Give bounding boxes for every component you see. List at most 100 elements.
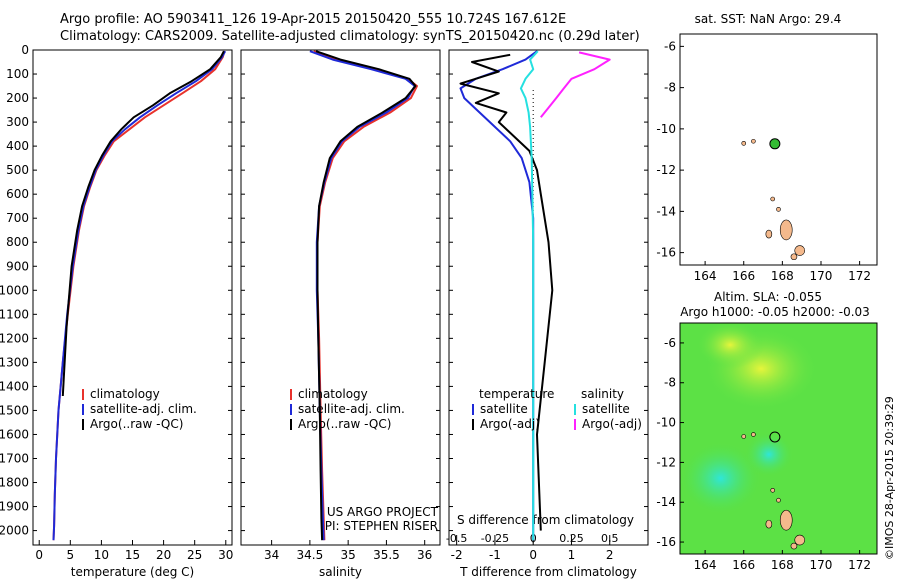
y-tick-label: -6 — [664, 39, 676, 53]
y-tick-label: 1200 — [0, 331, 29, 345]
x-tick-label: 170 — [810, 269, 833, 283]
x-tick-label: 164 — [694, 269, 717, 283]
float-marker — [769, 431, 781, 443]
island-shape — [751, 138, 756, 144]
series-line — [540, 51, 611, 118]
figure-title-line1: Argo profile: AO 5903411_126 19-Apr-2015… — [60, 12, 567, 27]
island-shape — [765, 229, 773, 239]
credit-project: US ARGO PROJECT — [327, 505, 439, 519]
island-shape — [794, 245, 806, 256]
y-tick-label: 1800 — [0, 476, 29, 490]
x-tick-label: 1 — [568, 548, 576, 562]
y-tick-label: 200 — [6, 91, 29, 105]
legend-title-salinity: salinity — [581, 387, 624, 401]
credit-pi: PI: STEPHEN RISER — [325, 519, 438, 533]
y-tick-label: 1900 — [0, 500, 29, 514]
island-shape — [741, 434, 747, 439]
x-tick-label: 172 — [848, 558, 871, 572]
island-shape — [741, 141, 747, 146]
island-shape — [790, 542, 798, 550]
y-tick-label: 800 — [6, 235, 29, 249]
top-axis-label: S difference from climatology — [457, 513, 634, 527]
x-tick-label: 5 — [66, 548, 74, 562]
y-tick-label: 1300 — [0, 355, 29, 369]
y-tick-label: 900 — [6, 259, 29, 273]
legend-entry: Argo(..raw -QC) — [298, 417, 391, 431]
y-tick-label: 1500 — [0, 403, 29, 417]
x-tick-label: 0 — [529, 548, 537, 562]
x-tick-label: 166 — [732, 269, 755, 283]
x-tick-label: 166 — [732, 558, 755, 572]
y-tick-label: 1100 — [0, 307, 29, 321]
series-line — [52, 50, 226, 541]
series-line — [519, 50, 539, 541]
panel-frame — [240, 49, 441, 546]
y-tick-label: 0 — [21, 43, 29, 57]
top-tick-label: 0.5 — [601, 532, 619, 545]
x-tick-label: 170 — [810, 558, 833, 572]
y-tick-label: -14 — [656, 204, 676, 218]
island-shape — [776, 497, 781, 503]
legend-entry: Argo(-adj) — [582, 417, 642, 431]
legend-title-temperature: temperature — [479, 387, 554, 401]
credit-stamp: ©IMOS 28-Apr-2015 20:39:29 — [883, 396, 896, 560]
series-line — [52, 50, 227, 541]
x-tick-label: 2 — [606, 548, 614, 562]
sla-low-blob — [744, 432, 793, 477]
x-tick-label: 35 — [341, 548, 356, 562]
map-panel-2: 164 166 168 170 172 -6 -8 -10 -12 -14 -16 — [656, 320, 878, 572]
series-line — [459, 53, 554, 531]
y-tick-label: 1700 — [0, 451, 29, 465]
x-tick-label: 25 — [187, 548, 202, 562]
x-tick-label: 0 — [35, 548, 43, 562]
y-tick-label: 1000 — [0, 283, 29, 297]
island-shape — [765, 519, 773, 529]
legend-entry: satellite-adj. clim. — [298, 402, 405, 416]
x-tick-label: 36 — [417, 548, 432, 562]
y-tick-label: -16 — [656, 535, 676, 549]
island-shape — [770, 487, 776, 493]
y-tick-label: -10 — [656, 416, 676, 430]
float-marker — [769, 138, 781, 150]
x-tick-label: -1 — [489, 548, 501, 562]
top-tick-label: -0.25 — [481, 532, 509, 545]
x-axis-label: T difference from climatology — [459, 565, 637, 579]
y-tick-label: -8 — [664, 376, 676, 390]
series-line — [459, 50, 538, 541]
island-shape — [779, 509, 793, 531]
x-tick-label: 15 — [125, 548, 140, 562]
y-tick-label: -12 — [656, 455, 676, 469]
x-tick-label: 164 — [694, 558, 717, 572]
y-tick-label: 100 — [6, 67, 29, 81]
sla-high-blob — [696, 320, 765, 369]
x-tick-label: 172 — [848, 269, 871, 283]
y-tick-label: -6 — [664, 336, 676, 350]
y-tick-label: 700 — [6, 211, 29, 225]
legend-entry: Argo(-adj) — [480, 417, 540, 431]
island-shape — [779, 219, 793, 241]
island-shape — [794, 534, 806, 546]
y-tick-label: 400 — [6, 139, 29, 153]
legend-entry: satellite — [480, 402, 528, 416]
island-shape — [790, 253, 798, 261]
x-tick-label: 20 — [156, 548, 171, 562]
y-tick-label: -16 — [656, 246, 676, 260]
legend-entry: Argo(..raw -QC) — [90, 417, 183, 431]
x-tick-label: -2 — [451, 548, 463, 562]
map-title-sst: sat. SST: NaN Argo: 29.4 — [695, 12, 842, 26]
map-subtitle-heights: Argo h1000: -0.05 h2000: -0.03 — [680, 305, 870, 319]
x-tick-label: 168 — [771, 558, 794, 572]
x-axis-label: temperature (deg C) — [71, 565, 194, 579]
profile-panel-2: 34 34.5 35 35.5 36 salinity climatologysatelli… — [240, 49, 441, 579]
y-tick-label: -10 — [656, 122, 676, 136]
legend-entry: climatology — [298, 387, 368, 401]
y-tick-label: 1600 — [0, 427, 29, 441]
top-tick-label: 0.25 — [559, 532, 584, 545]
x-tick-label: 168 — [771, 269, 794, 283]
y-tick-label: 300 — [6, 115, 29, 129]
x-axis-label: salinity — [319, 565, 362, 579]
series-line — [61, 50, 225, 397]
x-tick-label: 10 — [94, 548, 109, 562]
